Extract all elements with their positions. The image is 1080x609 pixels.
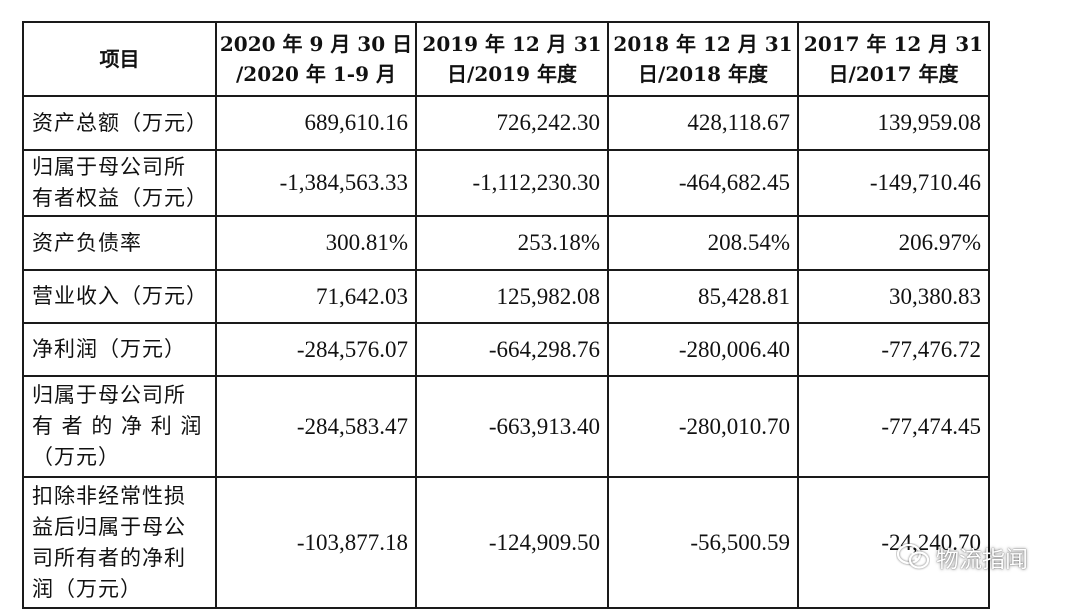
cell-2018: 85,428.81: [607, 269, 799, 324]
cell-2018: 428,118.67: [607, 95, 799, 151]
table-row: 资产负债率 300.81% 253.18% 208.54% 206.97%: [22, 215, 990, 271]
row-label: 扣除非经常性损 益后归属于母公 司所有者的净利 润（万元）: [22, 476, 217, 609]
header-item: 项目: [22, 21, 217, 97]
cell-2019: -124,909.50: [415, 476, 609, 609]
cell-2020: -284,583.47: [215, 375, 417, 478]
watermark-text: 物流指闻: [936, 547, 1028, 573]
table-row: 资产总额（万元） 689,610.16 726,242.30 428,118.6…: [22, 95, 990, 151]
cell-2018: -464,682.45: [607, 149, 799, 217]
table-row: 扣除非经常性损 益后归属于母公 司所有者的净利 润（万元） -103,877.18 -…: [22, 476, 990, 609]
cell-2019: 726,242.30: [415, 95, 609, 151]
wechat-icon: [896, 543, 930, 571]
table-row: 归属于母公司所有 者 的 净 利 润（万元） -284,583.47 -663,…: [22, 375, 990, 478]
cell-2020: 689,610.16: [215, 95, 417, 151]
cell-2019: -663,913.40: [415, 375, 609, 478]
header-2018: 2018 年 12 月 31 日/2018 年度: [607, 21, 799, 97]
table-header-row: 项目 2020 年 9 月 30 日/2020 年 1-9 月 2019 年 1…: [22, 21, 990, 97]
row-label: 归属于母公司所有 者 的 净 利 润（万元）: [22, 375, 217, 478]
table-row: 营业收入（万元） 71,642.03 125,982.08 85,428.81 …: [22, 269, 990, 324]
cell-2018: 208.54%: [607, 215, 799, 271]
cell-2019: -1,112,230.30: [415, 149, 609, 217]
cell-2019: 125,982.08: [415, 269, 609, 324]
cell-2020: 300.81%: [215, 215, 417, 271]
row-label: 营业收入（万元）: [22, 269, 217, 324]
cell-2019: -664,298.76: [415, 322, 609, 377]
cell-2017: -149,710.46: [797, 149, 990, 217]
cell-2017: 139,959.08: [797, 95, 990, 151]
cell-2020: -284,576.07: [215, 322, 417, 377]
watermark: 物流指闻: [896, 540, 1028, 574]
row-label: 资产负债率: [22, 215, 217, 271]
row-label: 归属于母公司所 有者权益（万元）: [22, 149, 217, 217]
row-label: 资产总额（万元）: [22, 95, 217, 151]
cell-2017: -77,476.72: [797, 322, 990, 377]
cell-2020: -103,877.18: [215, 476, 417, 609]
header-2019: 2019 年 12 月 31 日/2019 年度: [415, 21, 609, 97]
table-row: 归属于母公司所 有者权益（万元） -1,384,563.33 -1,112,230…: [22, 149, 990, 217]
cell-2019: 253.18%: [415, 215, 609, 271]
cell-2017: -77,474.45: [797, 375, 990, 478]
cell-2018: -56,500.59: [607, 476, 799, 609]
cell-2018: -280,006.40: [607, 322, 799, 377]
cell-2018: -280,010.70: [607, 375, 799, 478]
row-label: 净利润（万元）: [22, 322, 217, 377]
cell-2020: 71,642.03: [215, 269, 417, 324]
cell-2017: 30,380.83: [797, 269, 990, 324]
header-2017: 2017 年 12 月 31 日/2017 年度: [797, 21, 990, 97]
table-row: 净利润（万元） -284,576.07 -664,298.76 -280,006…: [22, 322, 990, 377]
financial-summary-table: 项目 2020 年 9 月 30 日/2020 年 1-9 月 2019 年 1…: [22, 21, 990, 609]
header-2020: 2020 年 9 月 30 日/2020 年 1-9 月: [215, 21, 417, 97]
cell-2020: -1,384,563.33: [215, 149, 417, 217]
cell-2017: 206.97%: [797, 215, 990, 271]
